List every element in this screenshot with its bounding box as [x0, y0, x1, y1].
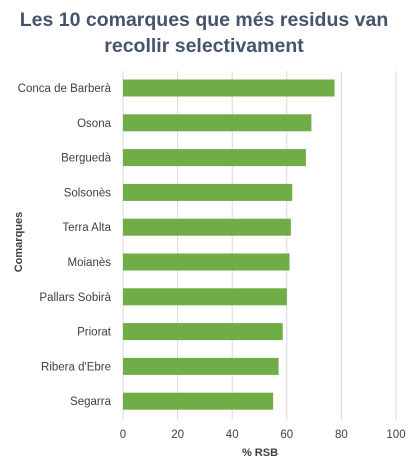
category-label: Ribera d'Ebre [41, 361, 111, 373]
bar [123, 218, 291, 236]
category-labels: Conca de Barberà Osona Berguedà Solsonès Ter… [18, 83, 112, 408]
category-label: Berguedà [61, 153, 111, 165]
x-tick-label: 20 [171, 429, 184, 441]
category-label: Conca de Barberà [18, 83, 112, 95]
category-label: Solsonès [64, 187, 112, 199]
x-axis-title: % RSB [242, 447, 278, 459]
bar [123, 357, 279, 375]
x-tick-label: 100 [386, 429, 405, 441]
category-label: Priorat [77, 327, 112, 339]
chart-title: Les 10 comarques que més residus van rec… [19, 9, 389, 57]
category-label: Terra Alta [62, 222, 111, 234]
bar [123, 149, 306, 167]
x-tick-label: 0 [120, 429, 126, 441]
bar [123, 183, 293, 201]
bar [123, 114, 312, 132]
x-tick-label: 60 [280, 429, 293, 441]
category-label: Segarra [70, 396, 112, 408]
x-tick-label: 80 [335, 429, 348, 441]
category-label: Osona [77, 118, 111, 130]
bar [123, 288, 287, 306]
x-tick-label: 40 [226, 429, 239, 441]
bar [123, 323, 283, 341]
bars [123, 79, 335, 410]
bar [123, 79, 335, 97]
x-tick-labels: 0 20 40 60 80 100 [120, 429, 406, 441]
category-label: Moianès [68, 257, 112, 269]
bar [123, 392, 274, 410]
bar [123, 253, 290, 271]
category-label: Pallars Sobirà [39, 292, 111, 304]
y-axis-title: Comarques [13, 212, 25, 273]
